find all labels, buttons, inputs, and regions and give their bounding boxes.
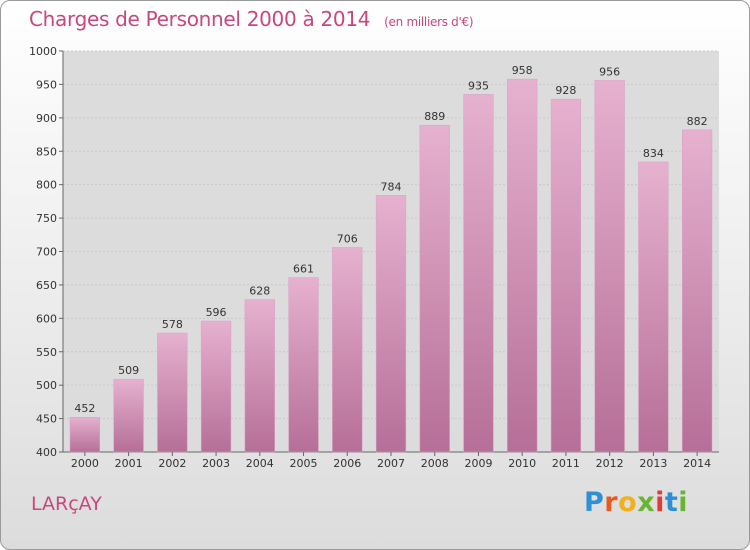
- bar-value-label: 661: [293, 263, 314, 276]
- bar: [419, 124, 450, 453]
- y-tick-label: 950: [36, 78, 57, 91]
- x-tick-label: 2013: [639, 457, 667, 470]
- y-tick-label: 650: [36, 279, 57, 292]
- bar: [638, 161, 669, 453]
- bar: [375, 195, 407, 453]
- logo-letter: i: [678, 487, 689, 518]
- x-tick-label: 2011: [552, 457, 580, 470]
- y-tick-label: 550: [36, 346, 57, 359]
- y-tick-label: 800: [36, 179, 57, 192]
- x-tick-label: 2007: [377, 457, 405, 470]
- logo-letter: P: [584, 487, 605, 518]
- bar: [288, 277, 319, 453]
- bar-value-label: 928: [555, 84, 576, 97]
- bar: [200, 320, 232, 453]
- bar: [69, 416, 100, 453]
- x-tick-label: 2006: [333, 457, 361, 470]
- logo-letter: t: [664, 487, 679, 518]
- x-tick-label: 2014: [683, 457, 711, 470]
- bar-value-label: 628: [249, 285, 270, 298]
- bar-value-label: 578: [162, 318, 183, 331]
- chart-title: Charges de Personnel 2000 à 2014 (en mill…: [29, 7, 474, 31]
- bar-value-label: 706: [337, 232, 358, 245]
- y-tick-label: 1000: [29, 45, 57, 58]
- bar-value-label: 784: [381, 180, 402, 193]
- y-tick-label: 700: [36, 246, 57, 259]
- bar-value-label: 956: [599, 65, 620, 78]
- y-tick-label: 600: [36, 312, 57, 325]
- x-tick-label: 2003: [202, 457, 230, 470]
- bar: [157, 332, 188, 453]
- x-tick-label: 2004: [246, 457, 274, 470]
- bar-value-label: 452: [74, 402, 95, 415]
- logo-letter: r: [604, 487, 619, 518]
- x-tick-label: 2002: [158, 457, 186, 470]
- y-tick-label: 400: [36, 446, 57, 459]
- x-tick-label: 2009: [464, 457, 492, 470]
- bar: [463, 94, 494, 453]
- bar-value-label: 834: [643, 147, 664, 160]
- y-tick-label: 500: [36, 379, 57, 392]
- x-tick-label: 2000: [71, 457, 99, 470]
- chart-title-text: Charges de Personnel 2000 à 2014: [29, 7, 371, 31]
- bar: [550, 98, 582, 453]
- bar-value-label: 935: [468, 79, 489, 92]
- logo-letter: x: [637, 487, 656, 518]
- x-tick-label: 2008: [421, 457, 449, 470]
- bar: [507, 78, 538, 453]
- bar: [113, 378, 144, 453]
- x-tick-label: 2010: [508, 457, 536, 470]
- x-tick-label: 2012: [596, 457, 624, 470]
- y-tick-label: 850: [36, 145, 57, 158]
- y-tick-label: 450: [36, 413, 57, 426]
- commune-name: LARçAY: [31, 493, 102, 515]
- proxiti-logo: Proxiti: [584, 487, 688, 518]
- y-tick-label: 900: [36, 112, 57, 125]
- x-tick-label: 2001: [115, 457, 143, 470]
- bar-value-label: 882: [687, 115, 708, 128]
- bar-value-label: 509: [118, 364, 139, 377]
- logo-letter: i: [655, 487, 665, 518]
- bar: [244, 299, 275, 453]
- logo-letter: o: [618, 487, 638, 518]
- bar-value-label: 958: [512, 64, 533, 77]
- bar-value-label: 596: [206, 306, 227, 319]
- bar-value-label: 889: [424, 110, 445, 123]
- y-tick-label: 750: [36, 212, 57, 225]
- chart-subtitle: (en milliers d'€): [384, 15, 474, 29]
- bar: [682, 129, 713, 453]
- bar: [594, 80, 625, 453]
- x-tick-label: 2005: [290, 457, 318, 470]
- bar: [332, 247, 363, 453]
